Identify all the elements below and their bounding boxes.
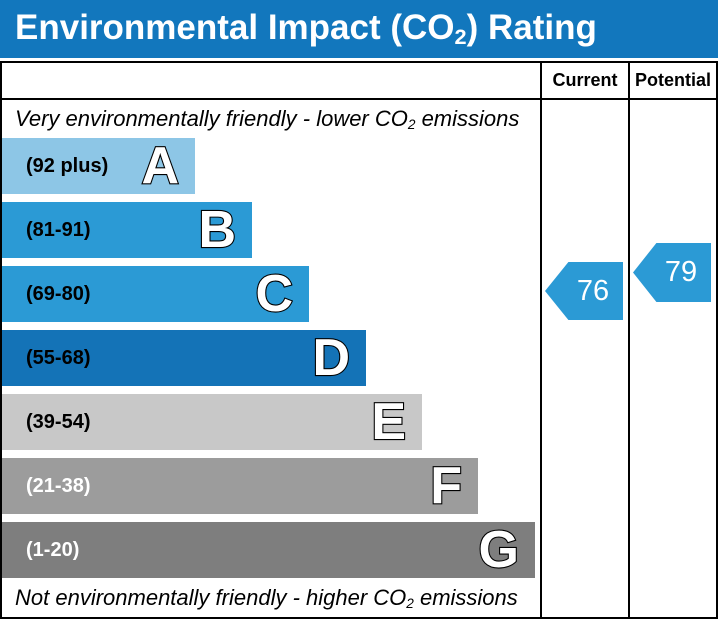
band-letter: D [311, 329, 351, 387]
band-range-label: (55-68) [26, 346, 91, 369]
band-row-e: (39-54) E [2, 394, 422, 450]
current-column: 76 [540, 100, 628, 617]
title-bar: Environmental Impact (CO2) Rating [0, 0, 718, 58]
page-title-post: ) Rating [466, 8, 597, 48]
page-title: Environmental Impact (CO2) Rating [15, 8, 597, 50]
caption-bottom: Not environmentally friendly - higher CO… [2, 579, 518, 617]
bands-area: Very environmentally friendly - lower CO… [2, 100, 540, 617]
band-letter: C [254, 265, 294, 323]
band-row-b: (81-91) B [2, 202, 252, 258]
band-row-f: (21-38) F [2, 458, 478, 514]
band-letter: E [370, 393, 407, 451]
band-range-label: (92 plus) [26, 154, 109, 177]
caption-top-text: Very environmentally friendly - lower CO… [15, 106, 520, 132]
band-row-d: (55-68) D [2, 330, 366, 386]
header-current: Current [540, 63, 628, 100]
band-row-c: (69-80) C [2, 266, 309, 322]
caption-bottom-text: Not environmentally friendly - higher CO… [15, 585, 518, 611]
potential-arrow: 79 [633, 243, 711, 302]
band-range-label: (1-20) [26, 538, 80, 561]
band-range-label: (39-54) [26, 410, 91, 433]
band-list: (92 plus) A (81-91) B (69-80) C (55-68) … [2, 138, 540, 578]
band-range-label: (21-38) [26, 474, 91, 497]
current-arrow: 76 [545, 262, 623, 320]
rating-table: Current Potential Very environmentally f… [0, 61, 718, 619]
potential-value: 79 [664, 256, 698, 288]
band-range-label: (81-91) [26, 218, 91, 241]
band-letter: G [477, 521, 520, 579]
current-value: 76 [576, 274, 610, 307]
potential-column: 79 [628, 100, 716, 617]
page-title-subscript: 2 [454, 23, 467, 49]
caption-top: Very environmentally friendly - lower CO… [2, 100, 540, 138]
band-row-a: (92 plus) A [2, 138, 195, 194]
band-letter: A [140, 137, 180, 195]
header-potential: Potential [628, 63, 716, 100]
band-range-label: (69-80) [26, 282, 91, 305]
band-letter: F [429, 457, 463, 515]
header-spacer-cell [2, 63, 540, 100]
page-title-pre: Environmental Impact (CO [15, 8, 455, 48]
band-letter: B [197, 201, 237, 259]
band-row-g: (1-20) G [2, 522, 535, 578]
